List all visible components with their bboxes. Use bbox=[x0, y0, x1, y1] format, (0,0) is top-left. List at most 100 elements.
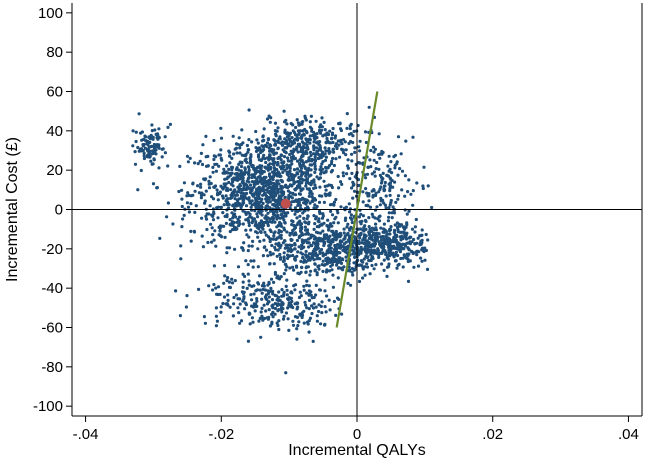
data-point bbox=[363, 130, 368, 134]
data-point bbox=[270, 220, 274, 224]
data-point bbox=[236, 265, 241, 269]
data-point bbox=[264, 233, 268, 237]
data-point bbox=[272, 181, 276, 186]
data-point bbox=[236, 297, 240, 301]
data-point bbox=[240, 188, 244, 192]
data-point bbox=[184, 305, 188, 309]
data-point bbox=[303, 152, 307, 156]
data-point bbox=[396, 194, 401, 198]
data-point bbox=[377, 232, 381, 236]
data-point bbox=[315, 314, 319, 318]
data-point bbox=[291, 191, 295, 195]
data-point bbox=[375, 236, 379, 240]
data-point bbox=[275, 321, 279, 325]
data-point bbox=[211, 170, 215, 174]
data-point bbox=[383, 228, 387, 232]
data-point bbox=[302, 240, 306, 244]
data-point bbox=[200, 234, 204, 238]
data-point bbox=[408, 242, 412, 246]
data-point bbox=[254, 146, 258, 150]
data-point bbox=[264, 309, 268, 313]
data-point bbox=[225, 251, 229, 255]
data-point bbox=[223, 177, 227, 181]
data-point bbox=[289, 173, 293, 178]
data-point bbox=[277, 198, 281, 202]
data-point bbox=[337, 143, 341, 147]
data-point bbox=[310, 311, 314, 316]
data-point bbox=[402, 230, 406, 234]
data-point bbox=[307, 292, 312, 296]
data-point bbox=[277, 137, 281, 141]
data-point bbox=[274, 237, 278, 242]
data-point bbox=[353, 146, 357, 150]
data-point bbox=[266, 138, 270, 142]
data-point bbox=[329, 209, 333, 213]
data-point bbox=[334, 157, 338, 161]
data-point bbox=[228, 154, 232, 158]
data-point bbox=[384, 251, 388, 255]
data-point bbox=[424, 248, 428, 253]
data-point bbox=[225, 203, 229, 207]
data-point bbox=[282, 155, 287, 159]
data-point bbox=[313, 170, 317, 174]
data-point bbox=[303, 220, 307, 224]
data-point bbox=[329, 264, 333, 268]
data-point bbox=[269, 116, 273, 120]
data-point bbox=[373, 174, 377, 178]
data-point bbox=[404, 235, 408, 239]
data-point bbox=[295, 167, 300, 171]
data-point bbox=[236, 306, 240, 310]
data-point bbox=[266, 289, 270, 293]
data-point bbox=[228, 218, 232, 222]
data-point bbox=[248, 158, 253, 162]
data-point bbox=[364, 187, 368, 191]
data-point bbox=[377, 255, 381, 259]
data-point bbox=[300, 146, 304, 150]
data-point bbox=[255, 177, 259, 182]
data-point bbox=[204, 177, 208, 181]
data-point bbox=[380, 251, 384, 255]
data-point bbox=[307, 137, 311, 141]
data-point bbox=[252, 259, 256, 263]
data-point bbox=[287, 328, 291, 332]
data-point bbox=[396, 253, 400, 258]
data-point bbox=[346, 222, 350, 226]
data-point bbox=[225, 278, 229, 283]
x-tick-label: 0 bbox=[353, 426, 361, 443]
data-point bbox=[295, 118, 299, 122]
data-point bbox=[248, 200, 253, 204]
data-point bbox=[339, 180, 343, 184]
data-point bbox=[281, 317, 286, 321]
data-point bbox=[251, 239, 255, 243]
data-point bbox=[313, 155, 317, 159]
data-point bbox=[307, 330, 311, 334]
data-point bbox=[264, 204, 268, 209]
data-point bbox=[406, 279, 411, 283]
data-point bbox=[411, 203, 415, 207]
data-point bbox=[298, 163, 302, 167]
data-point bbox=[370, 248, 374, 252]
data-point bbox=[296, 172, 300, 176]
data-point bbox=[154, 152, 158, 156]
data-point bbox=[284, 243, 288, 247]
data-point bbox=[215, 188, 219, 192]
data-point bbox=[330, 168, 334, 173]
data-point bbox=[350, 159, 354, 163]
data-point bbox=[153, 128, 157, 132]
data-point bbox=[271, 194, 275, 198]
data-point bbox=[267, 280, 271, 284]
data-point bbox=[276, 298, 280, 303]
data-point bbox=[395, 160, 399, 164]
data-point bbox=[300, 136, 304, 140]
data-point bbox=[348, 127, 352, 131]
data-point bbox=[261, 287, 265, 291]
data-point bbox=[307, 158, 311, 162]
data-point bbox=[329, 162, 334, 166]
data-point bbox=[204, 155, 208, 159]
data-point bbox=[290, 219, 294, 223]
data-point bbox=[166, 125, 170, 129]
data-point bbox=[313, 159, 318, 163]
data-point bbox=[157, 146, 161, 150]
data-point bbox=[152, 158, 156, 162]
data-point bbox=[210, 240, 214, 244]
